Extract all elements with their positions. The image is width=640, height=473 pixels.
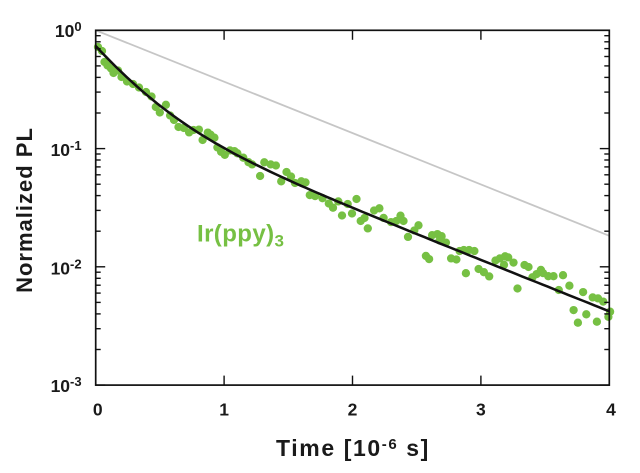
svg-text:0: 0 [93,400,103,420]
svg-text:Ir(ppy)3: Ir(ppy)3 [197,221,284,251]
svg-text:2: 2 [348,400,358,420]
svg-text:1: 1 [219,400,229,420]
svg-text:Time [10-6 s]: Time [10-6 s] [276,435,430,461]
svg-text:3: 3 [476,400,486,420]
svg-text:4: 4 [606,400,616,420]
svg-text:Normalized PL: Normalized PL [12,127,37,293]
